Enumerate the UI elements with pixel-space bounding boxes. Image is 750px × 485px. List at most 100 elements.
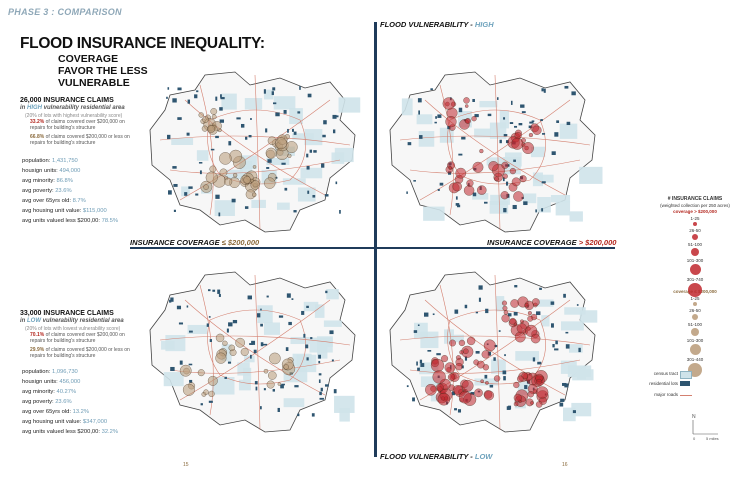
- residential-lot: [322, 134, 326, 138]
- residential-lot: [226, 328, 229, 333]
- residential-lot: [200, 403, 203, 406]
- census-tract: [263, 322, 280, 335]
- claims-bubble: [476, 360, 485, 369]
- claims-bubble: [208, 390, 215, 397]
- claims-bubble: [269, 352, 281, 365]
- census-tract: [569, 344, 583, 353]
- residential-lot: [311, 413, 315, 417]
- residential-lot: [576, 304, 579, 306]
- residential-lot: [186, 305, 189, 308]
- claims-bubble: [513, 393, 522, 402]
- residential-lot: [502, 177, 505, 182]
- residential-lot: [228, 322, 233, 327]
- residential-lot: [325, 290, 328, 294]
- residential-lot: [166, 96, 168, 99]
- residential-lot: [532, 357, 536, 362]
- residential-lot: [470, 392, 475, 395]
- claims-bubble: [477, 185, 487, 195]
- census-tract: [214, 200, 235, 217]
- residential-lot: [281, 162, 286, 165]
- tan-bin-circle: [692, 314, 698, 320]
- claims-bubble: [444, 362, 456, 373]
- census-tract: [181, 186, 190, 197]
- claims-bubble: [452, 181, 462, 192]
- residential-lot: [301, 310, 305, 315]
- map-low-high-coverage: [389, 271, 598, 433]
- residential-lot: [494, 344, 498, 348]
- residential-lot: [416, 361, 418, 366]
- residential-lot: [458, 107, 463, 113]
- claims-bubble: [480, 379, 484, 383]
- residential-lot: [287, 128, 289, 133]
- residential-lot: [219, 119, 225, 123]
- coverage-under-label: INSURANCE COVERAGE ≤ $200,000: [130, 238, 260, 247]
- residential-lot: [523, 201, 528, 206]
- residential-lot: [541, 181, 546, 184]
- residential-lot: [483, 201, 488, 204]
- census-tract: [323, 320, 342, 327]
- residential-lot: [271, 91, 274, 96]
- claims-bubble: [441, 355, 449, 362]
- residential-lot: [313, 150, 317, 153]
- page-title: FLOOD INSURANCE INEQUALITY:: [20, 35, 265, 52]
- residential-lot: [550, 301, 555, 305]
- census-tract: [244, 98, 263, 110]
- red-bin-circle: [691, 248, 699, 256]
- residential-lot: [265, 128, 268, 133]
- census-tract: [401, 98, 413, 116]
- red-bin-circle: [688, 283, 702, 297]
- residential-lot: [407, 142, 412, 146]
- residential-lot: [514, 125, 518, 128]
- claims-bubble: [448, 166, 452, 170]
- claims-bubble: [474, 388, 483, 398]
- census-tract: [338, 97, 361, 113]
- major-roads-label: major roads: [654, 392, 678, 397]
- residential-lot: [497, 97, 499, 100]
- residential-lot: [198, 162, 203, 164]
- residential-lot: [293, 131, 297, 135]
- claims-bubble: [527, 311, 532, 316]
- census-tract: [489, 122, 507, 139]
- claims-bubble: [471, 116, 477, 122]
- claims-bubble: [516, 323, 527, 334]
- residential-lot: [559, 402, 564, 407]
- residential-lot: [177, 87, 182, 91]
- residential-lot: [309, 149, 313, 153]
- residential-lot: [284, 187, 288, 191]
- residential-lot: [283, 109, 287, 114]
- residential-lot: [177, 117, 182, 120]
- claims-bubble: [207, 375, 218, 386]
- census-tract: [300, 167, 323, 179]
- claims-bubble: [455, 167, 467, 179]
- residential-lot: [184, 192, 188, 196]
- residential-lot: [520, 104, 525, 108]
- residential-lot: [170, 297, 174, 302]
- residential-lot: [417, 98, 422, 103]
- horizontal-divider: [130, 247, 615, 249]
- claims-bubble: [503, 310, 509, 315]
- census-tract: [490, 194, 510, 205]
- legend-title: # INSURANCE CLAIMS: [667, 196, 723, 202]
- residential-lot: [231, 198, 236, 203]
- claims-bubble: [437, 392, 451, 406]
- residential-lot: [454, 408, 457, 411]
- residential-lot: [244, 206, 249, 209]
- residential-lot: [232, 319, 238, 324]
- north-arrow-icon: N: [692, 414, 696, 420]
- claims-bubble: [513, 381, 520, 389]
- residential-lot: [439, 182, 444, 186]
- claims-bubble: [513, 401, 519, 407]
- claims-bubble: [466, 179, 474, 187]
- claims-bubble: [509, 167, 516, 175]
- residential-lot: [551, 151, 556, 155]
- claims-bubble: [207, 125, 216, 133]
- claims-bubble: [198, 112, 204, 118]
- residential-lot: [228, 141, 232, 146]
- low-claims-heading: 33,000 INSURANCE CLAIMS: [20, 310, 114, 317]
- major-road: [159, 135, 351, 146]
- claims-bubble: [528, 133, 533, 138]
- claims-bubble: [210, 108, 218, 115]
- residential-lot: [188, 363, 193, 366]
- map-high-high-coverage: [389, 71, 603, 233]
- residential-lot: [312, 194, 316, 198]
